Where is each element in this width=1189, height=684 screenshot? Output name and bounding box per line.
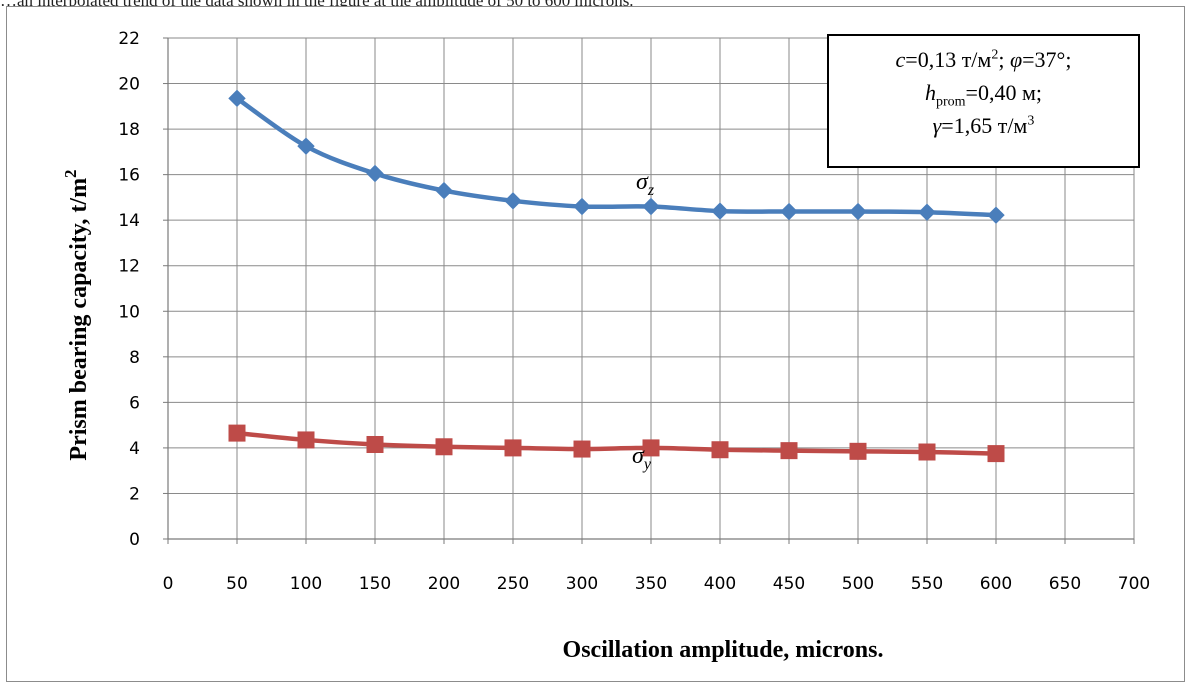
- data-point-diamond: [435, 181, 453, 200]
- data-point-diamond: [711, 202, 729, 220]
- parameters-box: c=0,13 т/м2; φ=37°; hprom=0,40 м; γ=1,65…: [827, 34, 1140, 168]
- x-tick-label: 200: [428, 574, 460, 594]
- series-sigma-z: [228, 89, 1005, 224]
- x-tick-label: 400: [704, 574, 736, 594]
- y-tick-labels: 0 2 4 6 8 10 12 14 16 18 20 22: [118, 29, 140, 550]
- x-tick-labels: 0 50 100 150 200 250 300 350 400 450 500 550 600 650 7…: [163, 574, 1151, 594]
- data-point-diamond: [573, 197, 591, 216]
- y-axis-title-text: Prism bearing capacity, t/m: [66, 178, 92, 461]
- data-point-square: [504, 439, 522, 457]
- x-tick-label: 550: [911, 574, 943, 594]
- y-tick-label: 16: [118, 166, 140, 186]
- data-point-diamond: [228, 89, 246, 108]
- data-point-square: [297, 431, 315, 449]
- x-tick-label: 450: [773, 574, 805, 594]
- x-tick-label: 150: [359, 574, 391, 594]
- data-point-diamond: [987, 206, 1005, 224]
- data-point-square: [573, 440, 591, 458]
- data-point-square: [849, 442, 867, 460]
- data-point-diamond: [918, 203, 936, 221]
- y-tick-label: 10: [118, 302, 140, 322]
- data-point-square: [228, 424, 246, 442]
- x-tick-label: 50: [226, 574, 248, 594]
- x-tick-label: 500: [842, 574, 874, 594]
- data-point-square: [366, 435, 384, 453]
- y-tick-label: 20: [118, 75, 140, 95]
- y-tick-label: 14: [118, 211, 140, 231]
- x-tick-label: 250: [497, 574, 529, 594]
- x-tick-label: 350: [635, 574, 667, 594]
- y-tick-label: 8: [129, 348, 140, 368]
- data-point-square: [711, 441, 729, 459]
- caption-fragment: …an interpolated trend of the data shown…: [0, 0, 634, 10]
- data-point-square: [642, 439, 660, 457]
- data-point-diamond: [780, 202, 798, 221]
- data-point-diamond: [504, 192, 522, 210]
- x-tick-label: 300: [566, 574, 598, 594]
- param-line-3: γ=1,65 т/м3: [932, 113, 1035, 138]
- data-point-diamond: [642, 197, 660, 216]
- series: [228, 89, 1005, 463]
- x-tick-label: 600: [980, 574, 1012, 594]
- data-point-diamond: [297, 137, 315, 155]
- data-point-diamond: [366, 164, 384, 183]
- y-tick-label: 6: [129, 393, 140, 413]
- data-point-square: [435, 438, 453, 456]
- series-sigma-y: [228, 424, 1005, 463]
- param-line-2: hprom=0,40 м;: [924, 80, 1042, 110]
- axes: [163, 37, 1135, 544]
- x-axis-title: Oscillation amplitude, microns.: [563, 637, 884, 663]
- data-point-square: [987, 445, 1005, 463]
- y-tick-label: 0: [129, 530, 140, 550]
- x-tick-label: 100: [290, 574, 322, 594]
- x-tick-label: 0: [163, 574, 174, 594]
- y-tick-label: 18: [118, 120, 140, 140]
- y-axis-title-sup: 2: [61, 169, 80, 178]
- x-tick-label: 700: [1118, 574, 1150, 594]
- y-tick-label: 2: [129, 484, 140, 504]
- param-line-1: c=0,13 т/м2; φ=37°;: [895, 47, 1072, 72]
- data-point-square: [780, 442, 798, 460]
- series-line: [236, 430, 997, 456]
- y-tick-label: 12: [118, 257, 140, 277]
- data-point-diamond: [849, 202, 867, 221]
- y-axis-title: Prism bearing capacity, t/m2: [61, 169, 92, 460]
- x-tick-label: 650: [1049, 574, 1081, 594]
- y-tick-label: 22: [118, 29, 140, 49]
- data-point-square: [918, 443, 936, 461]
- y-tick-label: 4: [129, 439, 140, 459]
- series-label-sigma-z: σz: [636, 169, 655, 199]
